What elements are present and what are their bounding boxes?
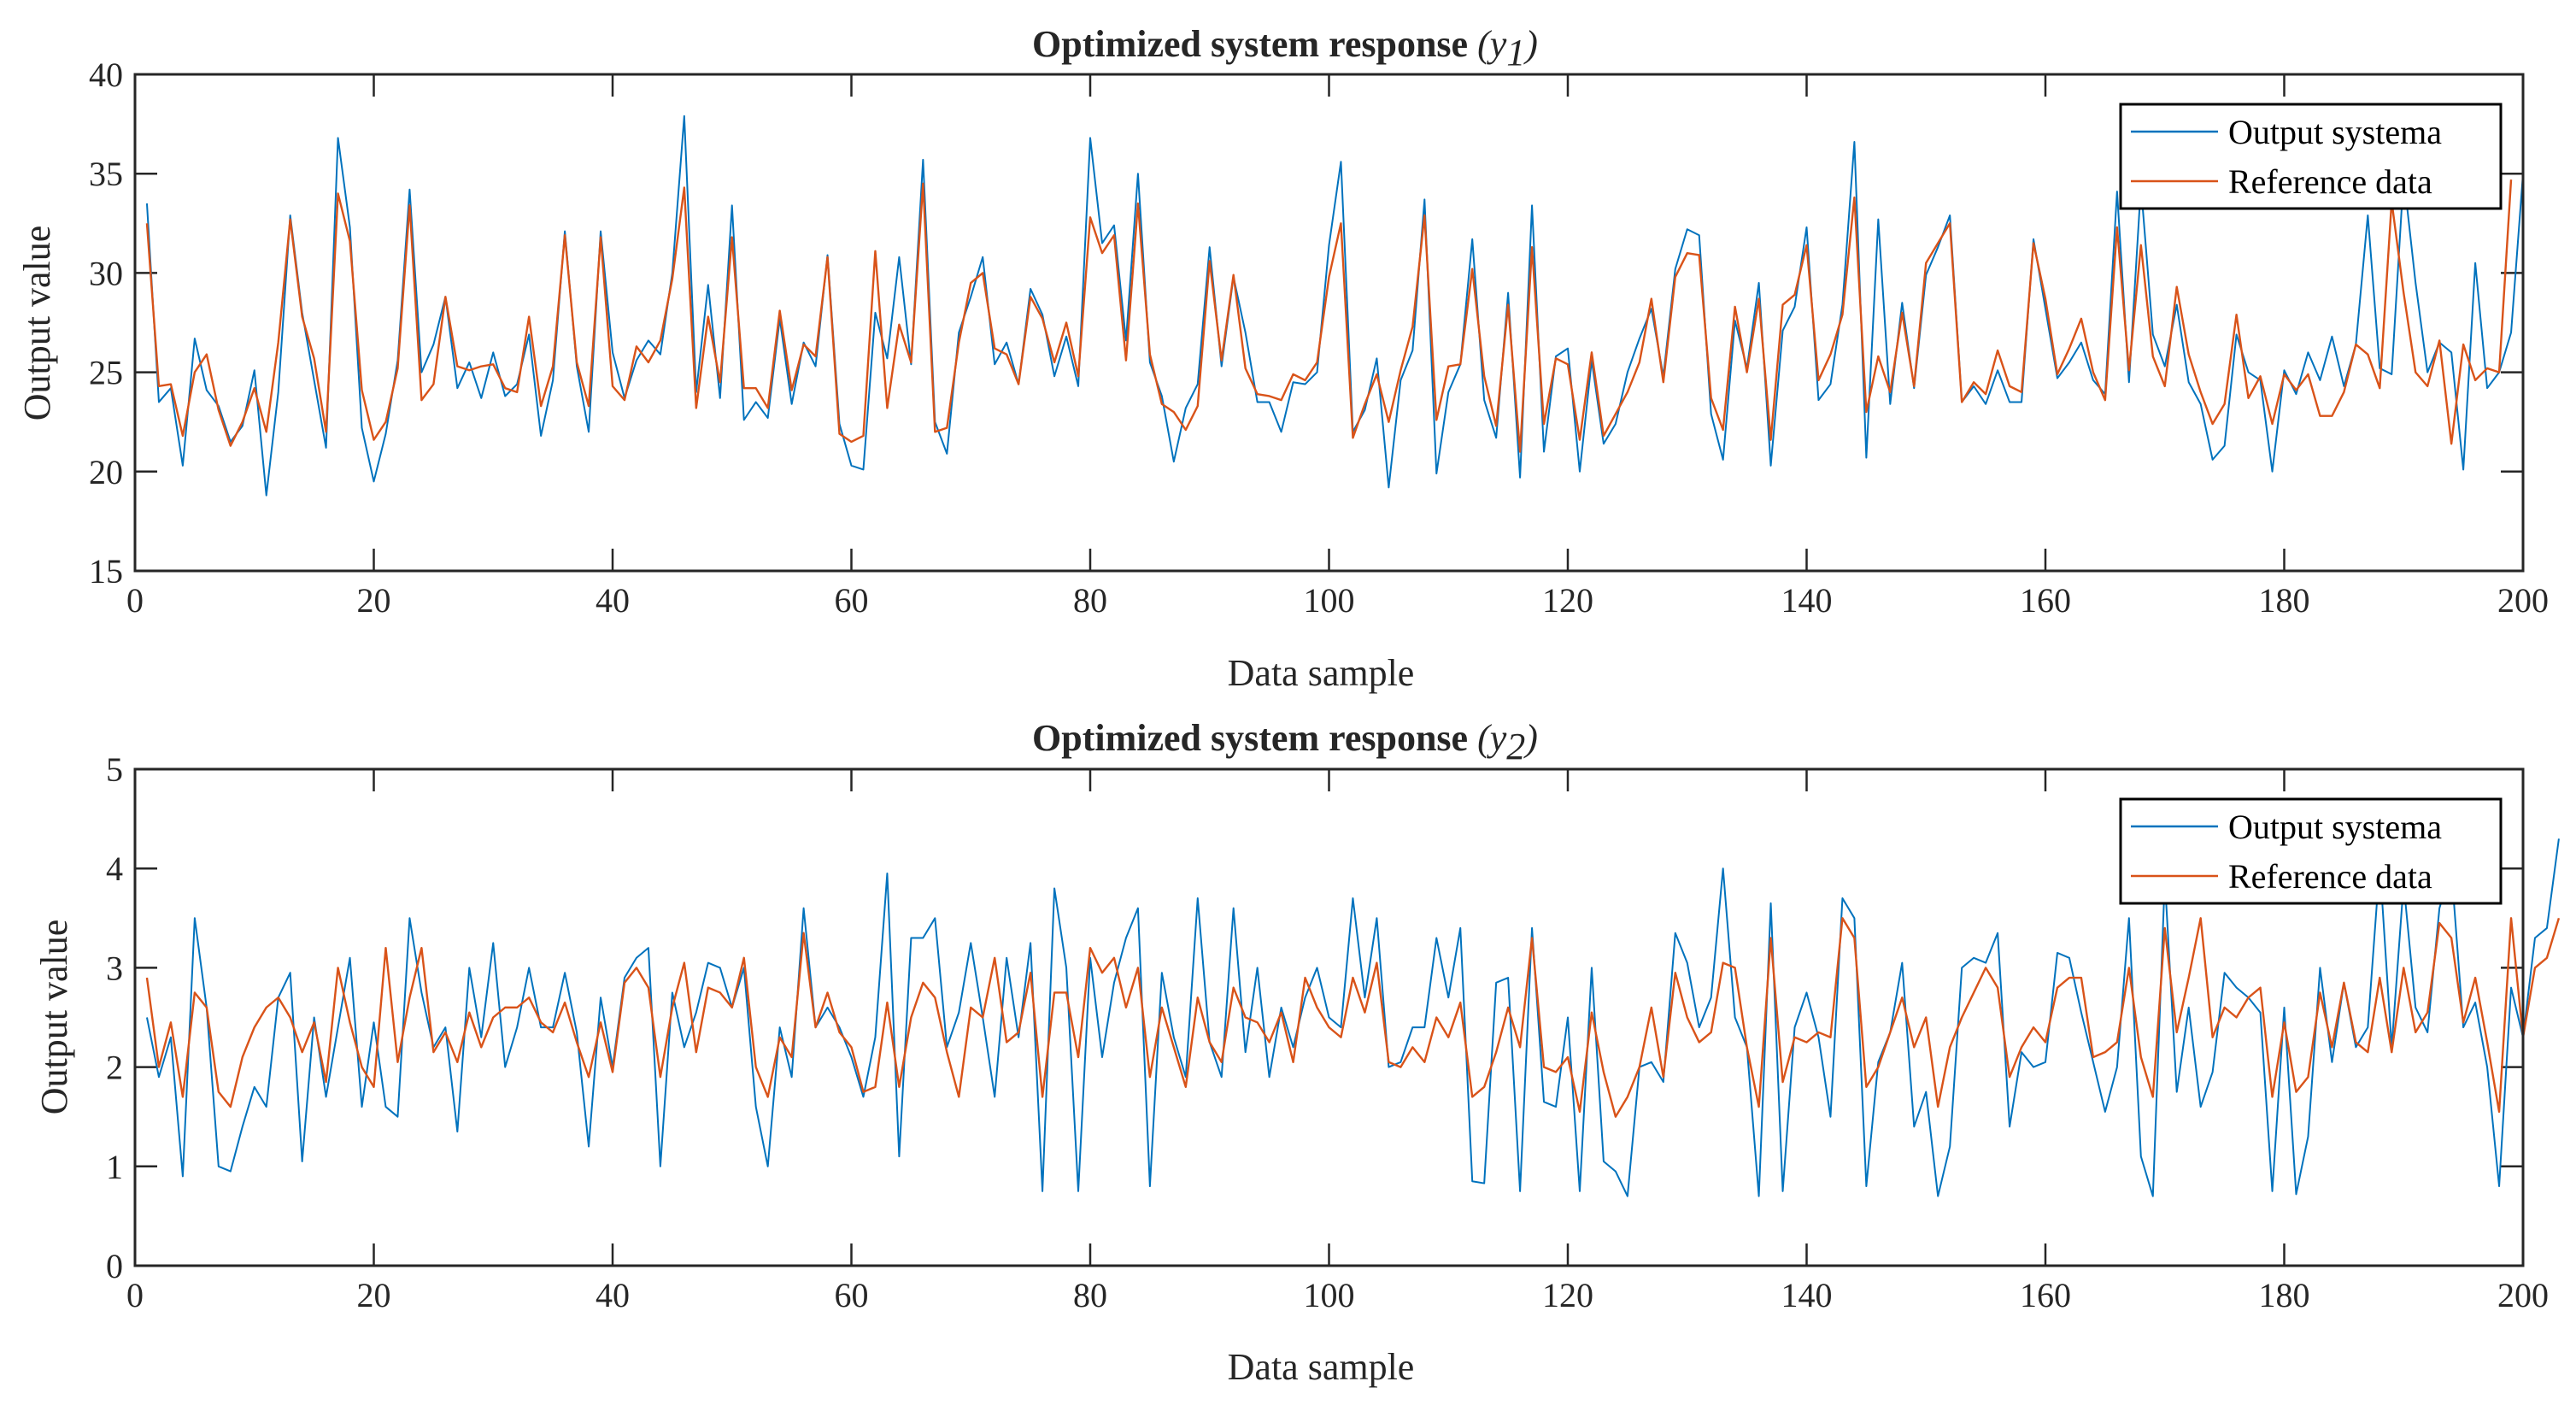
chart-2-title: Optimized system response (y2) (1032, 717, 1538, 767)
chart-1-xtick-label: 20 (357, 581, 391, 620)
chart-1-ytick-label: 40 (89, 56, 123, 94)
chart-1-legend-label-output: Output systema (2228, 113, 2442, 151)
chart-2-ytick-label: 4 (106, 849, 123, 888)
chart-2-xtick-label: 160 (2020, 1276, 2071, 1314)
chart-2-xtick-label: 40 (596, 1276, 630, 1314)
chart-2-legend-label-reference: Reference data (2228, 857, 2432, 896)
chart-1-xtick-label: 100 (1304, 581, 1355, 620)
chart-1-xtick-label: 120 (1542, 581, 1593, 620)
chart-2-ylabel: Output value (33, 920, 75, 1115)
chart-1-xtick-label: 140 (1781, 581, 1833, 620)
chart-2-axes-box (133, 767, 2525, 1267)
chart-2-ytick-label: 2 (106, 1049, 123, 1087)
chart-1-xtick-label: 0 (126, 581, 144, 620)
chart-1-legend-label-reference: Reference data (2228, 162, 2432, 201)
chart-2-series-output-line (145, 838, 2560, 1197)
chart-2-title-symbol: (y (1477, 717, 1507, 759)
chart-1-xlabel: Data sample (1228, 652, 1415, 694)
chart-1-xtick-label: 40 (596, 581, 630, 620)
chart-2-ytick-label: 1 (106, 1148, 123, 1186)
chart-2-xtick-label: 100 (1304, 1276, 1355, 1314)
chart-2-legend-label-output: Output systema (2228, 808, 2442, 846)
chart-1-ytick-label: 25 (89, 354, 123, 392)
chart-2-xtick-label: 60 (835, 1276, 869, 1314)
chart-1-ytick-label: 35 (89, 155, 123, 193)
chart-1-xtick-label: 180 (2259, 581, 2310, 620)
chart-1-xtick-label: 160 (2020, 581, 2071, 620)
chart-2-xtick-label: 200 (2497, 1276, 2549, 1314)
chart-2-xtick-label: 140 (1781, 1276, 1833, 1314)
chart-1-xtick-label: 200 (2497, 581, 2549, 620)
chart-1-series-reference-line (145, 179, 2513, 453)
chart-1-ytick-label: 20 (89, 453, 123, 491)
chart-2-ytick-label: 0 (106, 1247, 123, 1285)
chart-1-legend: Output systema Reference data (2119, 103, 2503, 210)
chart-1-title: Optimized system response (y1) (1032, 23, 1538, 73)
chart-1-title-close: ) (1523, 23, 1538, 65)
chart-1-axes-box (133, 73, 2525, 573)
chart-2-xtick-label: 0 (126, 1276, 144, 1314)
chart-2-ytick-label: 3 (106, 949, 123, 987)
chart-1-title-subscript: 1 (1506, 32, 1525, 73)
chart-2-series-reference-line (145, 917, 2561, 1118)
chart-2-xlabel: Data sample (1228, 1346, 1415, 1388)
chart-1-xtick-label: 80 (1073, 581, 1107, 620)
chart-2-title-subscript: 2 (1506, 726, 1525, 767)
chart-2-xtick-label: 20 (357, 1276, 391, 1314)
chart-1-title-symbol: (y (1477, 23, 1507, 65)
chart-2: Optimized system response (y2) Output va… (33, 717, 2561, 1388)
chart-1-ylabel: Output value (16, 226, 58, 421)
chart-1: Optimized system response (y1) Output va… (16, 23, 2549, 694)
chart-1-ticks: 0 20 40 60 80 100 120 140 160 180 200 15 20 25 30 35 40 (89, 56, 2549, 620)
chart-1-ytick-label: 15 (89, 552, 123, 591)
chart-1-ytick-label: 30 (89, 254, 123, 292)
chart-2-series (145, 838, 2561, 1197)
chart-2-title-close: ) (1523, 717, 1538, 759)
chart-2-ytick-label: 5 (106, 750, 123, 789)
chart-2-legend-box (2119, 797, 2503, 905)
chart-1-legend-box (2119, 103, 2503, 210)
chart-1-series (145, 115, 2524, 497)
chart-2-xtick-label: 180 (2259, 1276, 2310, 1314)
chart-1-xtick-label: 60 (835, 581, 869, 620)
chart-2-xtick-label: 80 (1073, 1276, 1107, 1314)
chart-2-xtick-label: 120 (1542, 1276, 1593, 1314)
chart-2-legend: Output systema Reference data (2119, 797, 2503, 905)
